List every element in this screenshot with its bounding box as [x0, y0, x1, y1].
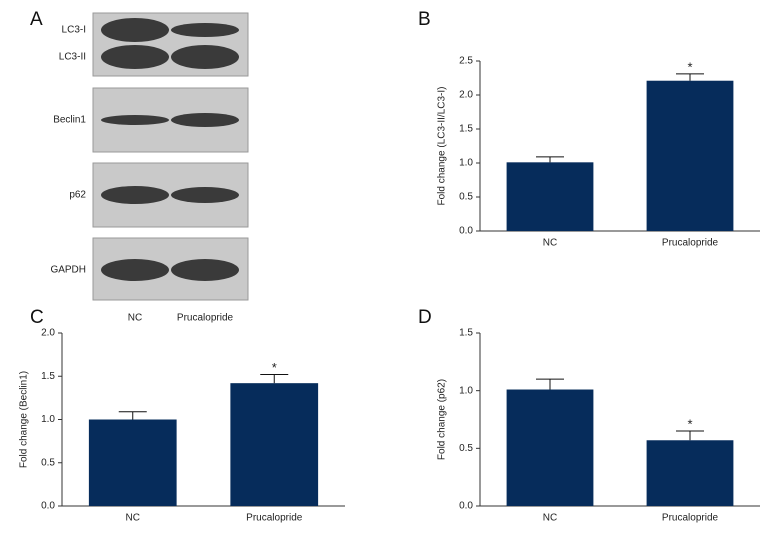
blot-band: [101, 186, 169, 204]
x-tick-label: Prucalopride: [246, 513, 303, 524]
blot-row-label: LC3-I: [62, 25, 86, 36]
y-tick-label: 1.5: [459, 124, 473, 135]
blot-band: [171, 259, 239, 281]
error-bar: [676, 73, 704, 81]
blot-band: [171, 23, 239, 37]
y-tick-label: 2.5: [459, 56, 473, 67]
panel-label: D: [418, 307, 432, 328]
blot-band: [101, 18, 169, 42]
error-bar: [676, 430, 704, 441]
significance-marker: *: [687, 416, 692, 431]
x-tick-label: NC: [126, 513, 140, 524]
x-tick-label: Prucalopride: [662, 238, 719, 249]
y-axis-title: Fold change (Beclin1): [19, 371, 30, 468]
significance-marker: *: [687, 59, 692, 74]
blot-band: [171, 187, 239, 203]
x-tick-label: NC: [543, 513, 557, 524]
y-tick-label: 1.0: [459, 385, 473, 396]
y-tick-label: 0.5: [459, 192, 473, 203]
blot-lane-label: Prucalopride: [177, 313, 234, 324]
panel-label: B: [418, 9, 431, 30]
y-tick-label: 1.5: [41, 371, 55, 382]
blot-row-label: p62: [69, 190, 86, 201]
y-tick-label: 0.0: [41, 501, 55, 512]
y-tick-label: 2.0: [459, 90, 473, 101]
bar: [646, 80, 734, 231]
x-tick-label: Prucalopride: [662, 513, 719, 524]
blot-band: [101, 115, 169, 125]
blot-band: [101, 259, 169, 281]
bar: [506, 162, 594, 231]
error-bar: [536, 156, 564, 163]
blot-row-label: LC3-II: [59, 52, 86, 63]
y-tick-label: 0.0: [459, 501, 473, 512]
x-tick-label: NC: [543, 238, 557, 249]
blot-band: [171, 113, 239, 127]
y-axis-title: Fold change (LC3-II/LC3-I): [437, 87, 448, 206]
panel-label: C: [30, 307, 44, 328]
blot-row-label: Beclin1: [53, 115, 86, 126]
panel-label: A: [30, 9, 43, 30]
y-tick-label: 1.0: [41, 414, 55, 425]
error-bar: [260, 374, 289, 384]
y-tick-label: 1.5: [459, 328, 473, 339]
blot-row-label: GAPDH: [50, 265, 86, 276]
bar: [646, 440, 734, 506]
significance-marker: *: [272, 360, 277, 375]
blot-lane-label: NC: [128, 313, 142, 324]
blot-band: [101, 45, 169, 69]
y-tick-label: 0.5: [459, 443, 473, 454]
y-tick-label: 2.0: [41, 328, 55, 339]
error-bar: [536, 378, 564, 390]
y-tick-label: 0.5: [41, 457, 55, 468]
blot-band: [171, 45, 239, 69]
y-tick-label: 0.0: [459, 226, 473, 237]
bar: [88, 419, 177, 506]
bar: [230, 383, 319, 506]
y-axis-title: Fold change (p62): [437, 379, 448, 460]
bar: [506, 389, 594, 506]
y-tick-label: 1.0: [459, 158, 473, 169]
error-bar: [118, 411, 147, 420]
